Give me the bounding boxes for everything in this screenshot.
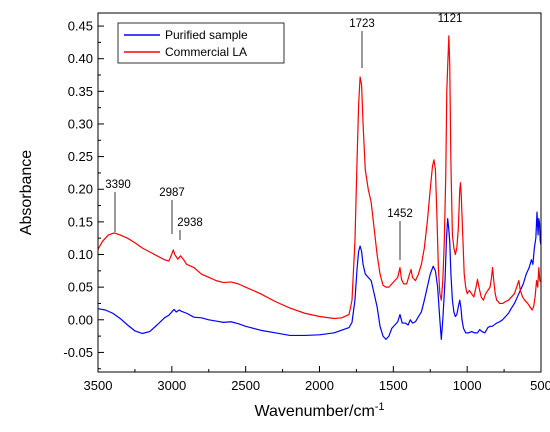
legend-label-1: Purified sample — [165, 28, 248, 42]
annotation-label-3390: 3390 — [105, 179, 131, 191]
series-line-2 — [97, 35, 542, 320]
annotation-label-1723: 1723 — [349, 18, 375, 30]
y-tick-label: 0.20 — [68, 182, 93, 197]
y-tick-label: 0.30 — [68, 116, 93, 131]
x-tick-label: 3000 — [157, 378, 186, 393]
y-tick-label: 0.05 — [68, 280, 93, 295]
y-tick-label: 0.45 — [68, 19, 93, 34]
x-axis-title-text: Wavenumber/cm — [254, 403, 374, 420]
x-tick-label: 500 — [530, 378, 550, 393]
x-tick-label: 3500 — [84, 378, 113, 393]
y-tick-label: 0.35 — [68, 84, 93, 99]
x-axis-ticks: 3500 3000 2500 2000 1500 1000 500 — [84, 366, 550, 393]
x-tick-label: 1500 — [379, 378, 408, 393]
annotation-label-2938: 2938 — [177, 217, 203, 229]
x-tick-label: 1000 — [453, 378, 482, 393]
series-line-1 — [97, 211, 542, 340]
annotation-label-1452: 1452 — [387, 208, 413, 220]
legend-box — [117, 22, 285, 64]
x-tick-label: 2500 — [231, 378, 260, 393]
y-tick-label: 0.00 — [68, 312, 93, 327]
y-axis-title: Absorbance — [18, 150, 35, 235]
y-tick-label: 0.10 — [68, 247, 93, 262]
x-axis-title-superscript: -1 — [375, 401, 385, 413]
x-tick-label: 2000 — [305, 378, 334, 393]
legend: Purified sample Commercial LA — [117, 22, 285, 64]
y-tick-label: 0.25 — [68, 149, 93, 164]
y-tick-label: -0.05 — [63, 345, 93, 360]
annotation-label-1121: 1121 — [438, 13, 463, 25]
y-axis-ticks: -0.05 0.00 0.05 0.10 0.15 0.20 0.25 0.30 0.35 0.4… — [63, 19, 104, 370]
y-tick-label: 0.40 — [68, 51, 93, 66]
x-axis-title: Wavenumber/cm-1 — [254, 401, 384, 420]
annotation-label-2987: 2987 — [159, 187, 185, 199]
spectrum-lines — [97, 35, 542, 340]
y-tick-label: 0.15 — [68, 214, 93, 229]
legend-label-2: Commercial LA — [165, 45, 247, 59]
peak-annotations: 3390 2987 2938 1723 1452 1121 — [105, 13, 462, 260]
